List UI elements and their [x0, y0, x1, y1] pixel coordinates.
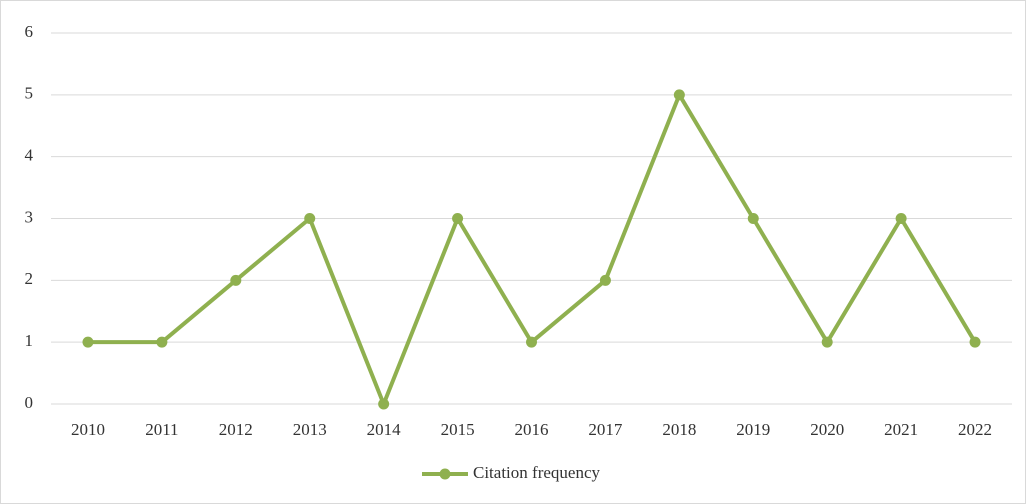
data-point — [821, 336, 833, 348]
y-tick-label: 6 — [25, 22, 34, 41]
x-tick-label: 2022 — [958, 420, 992, 439]
data-point — [747, 213, 759, 224]
data-point — [230, 274, 242, 286]
data-point — [969, 336, 981, 348]
data-point — [378, 398, 390, 410]
data-point — [526, 336, 537, 348]
x-tick-label: 2014 — [367, 420, 402, 439]
x-tick-label: 2015 — [441, 420, 475, 439]
data-point — [673, 89, 685, 101]
x-tick-label: 2020 — [810, 420, 844, 439]
x-tick-label: 2017 — [588, 420, 623, 439]
x-tick-label: 2013 — [293, 420, 327, 439]
x-tick-label: 2018 — [662, 420, 696, 439]
data-point — [156, 336, 168, 348]
x-tick-label: 2012 — [219, 420, 253, 439]
data-point — [82, 336, 94, 348]
data-point — [304, 213, 316, 224]
y-tick-label: 5 — [25, 84, 34, 103]
x-tick-label: 2019 — [736, 420, 770, 439]
x-tick-label: 2016 — [515, 420, 549, 439]
y-tick-label: 1 — [25, 331, 34, 350]
x-tick-label: 2010 — [71, 420, 105, 439]
y-tick-label: 2 — [25, 269, 34, 288]
data-point — [599, 274, 611, 286]
y-tick-label: 4 — [25, 146, 34, 165]
legend-marker — [439, 468, 451, 480]
legend-label: Citation frequency — [473, 463, 600, 482]
data-point — [452, 213, 464, 224]
y-tick-label: 3 — [25, 207, 34, 226]
data-point — [895, 213, 907, 224]
x-tick-label: 2021 — [884, 420, 918, 439]
y-tick-label: 0 — [25, 393, 34, 412]
x-tick-label: 2011 — [145, 420, 178, 439]
